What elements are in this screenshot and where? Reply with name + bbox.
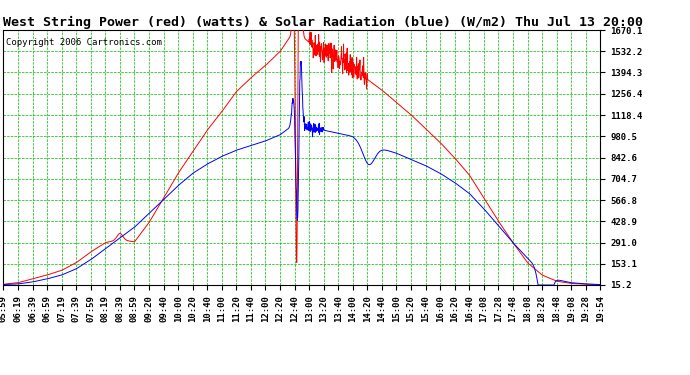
Text: West String Power (red) (watts) & Solar Radiation (blue) (W/m2) Thu Jul 13 20:00: West String Power (red) (watts) & Solar … — [3, 16, 644, 29]
Text: Copyright 2006 Cartronics.com: Copyright 2006 Cartronics.com — [6, 38, 162, 46]
